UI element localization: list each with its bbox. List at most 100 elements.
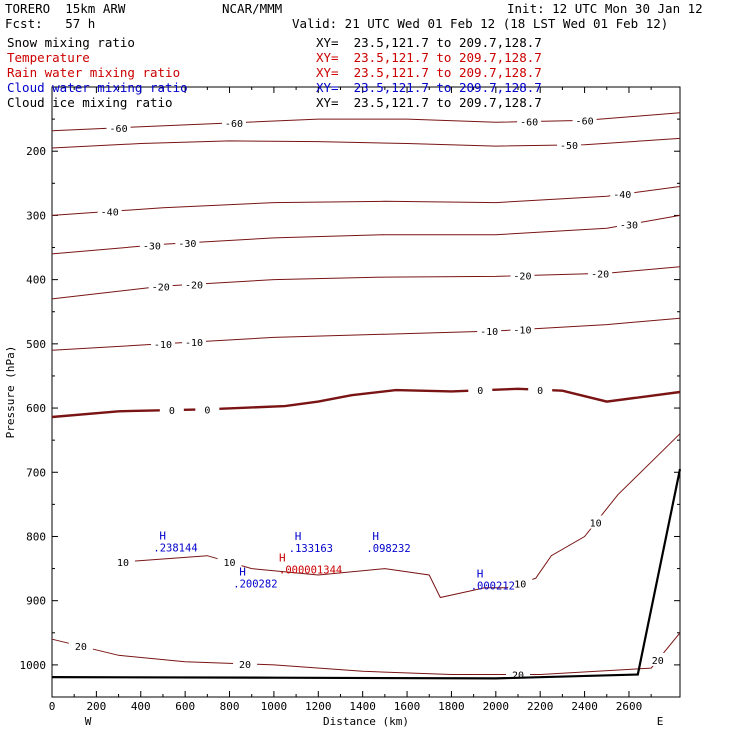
field-xy-snow: XY= 23.5,121.7 to 209.7,128.7 (316, 35, 542, 50)
temperature-contour-label: -30 (143, 241, 161, 252)
temperature-contour-label: -40 (101, 207, 119, 218)
field-xy-cloud-ice: XY= 23.5,121.7 to 209.7,128.7 (316, 95, 542, 110)
y-tick-label: 800 (26, 530, 46, 543)
contour-label-mask (572, 113, 597, 127)
x-tick-label: 0 (49, 700, 56, 713)
temperature-contour-label: 10 (514, 579, 526, 590)
y-tick-label: 600 (26, 402, 46, 415)
temperature-contour-label: -30 (620, 220, 638, 231)
x-tick-label: 2400 (571, 700, 598, 713)
cloud-water-max-marker: H (239, 565, 246, 578)
x-axis-label: Distance (km) (323, 715, 409, 728)
temperature-contour-label: 0 (537, 386, 543, 397)
contour-label-mask (557, 138, 582, 152)
temperature-contour-label: 10 (590, 519, 602, 530)
x-tick-label: 1800 (438, 700, 465, 713)
cloud-water-max-value: .133163 (289, 543, 333, 555)
rain-water-max-value: .000001344 (279, 564, 342, 576)
contour-label-mask (233, 656, 258, 670)
temperature-contour-label: 20 (652, 656, 664, 667)
contour-label-mask (583, 515, 608, 529)
contour-label-mask (111, 554, 136, 568)
temperature-contour-label: -60 (225, 119, 243, 130)
field-xy-rain: XY= 23.5,121.7 to 209.7,128.7 (316, 65, 542, 80)
temperature-contour-label: -20 (513, 272, 531, 283)
contour-label-mask (182, 277, 207, 291)
x-tick-label: 2000 (483, 700, 510, 713)
temperature-contour-line (51, 266, 681, 300)
x-tick-label: 1400 (349, 700, 376, 713)
header-center: NCAR/MMM (222, 1, 283, 16)
contour-label-mask (221, 115, 246, 129)
contour-label-mask (195, 402, 220, 416)
terrain-line (51, 468, 682, 680)
temperature-contour-label: -20 (152, 282, 170, 293)
contour-label-mask (517, 114, 542, 128)
temperature-contour-label: 20 (239, 660, 251, 671)
y-tick-label: 700 (26, 466, 46, 479)
cloud-water-max-value: .238144 (153, 543, 197, 555)
field-name-temperature: Temperature (7, 50, 90, 65)
temperature-contour-line (51, 317, 681, 351)
temperature-contour-label: 0 (204, 405, 210, 416)
x-tick-label: 1200 (305, 700, 332, 713)
header-fcst: Fcst: 57 h (5, 16, 96, 31)
temperature-contour-label: -10 (154, 340, 172, 351)
field-name-cloud-water: Cloud water mixing ratio (7, 80, 188, 95)
temperature-contour-label: 20 (75, 642, 87, 653)
contour-label-mask (182, 335, 207, 349)
temperature-contour-label: 20 (512, 671, 524, 682)
contour-label-mask (175, 235, 200, 249)
x-tick-label: 800 (220, 700, 240, 713)
temperature-contour-label: -30 (178, 239, 196, 250)
contour-label-mask (508, 576, 533, 590)
y-tick-label: 400 (26, 274, 46, 287)
y-tick-label: 300 (26, 209, 46, 222)
x-tick-label: 2200 (527, 700, 554, 713)
rain-water-max-marker: H (279, 551, 286, 564)
contour-label-mask (468, 383, 493, 397)
contour-label-mask (68, 639, 93, 653)
temperature-contour-label: 0 (169, 406, 175, 417)
field-name-snow: Snow mixing ratio (7, 35, 135, 50)
cloud-water-max-marker: H (295, 530, 302, 543)
temperature-contour-line (51, 186, 681, 216)
contour-label-mask (588, 266, 613, 280)
cloud-water-max-marker: H (159, 530, 166, 543)
field-name-rain: Rain water mixing ratio (7, 65, 181, 80)
contour-label-mask (148, 279, 173, 293)
contour-label-mask (610, 187, 635, 201)
x-end-label-east: E (657, 715, 664, 728)
x-tick-label: 200 (86, 700, 106, 713)
x-tick-label: 2600 (616, 700, 643, 713)
temperature-contour-label: -10 (185, 338, 203, 349)
field-name-cloud-ice: Cloud ice mixing ratio (7, 95, 173, 110)
temperature-contour-line (51, 112, 681, 132)
x-tick-label: 400 (131, 700, 151, 713)
field-xy-temperature: XY= 23.5,121.7 to 209.7,128.7 (316, 50, 542, 65)
contour-label-mask (616, 217, 641, 231)
temperature-contour-label: 10 (224, 558, 236, 569)
contour-label-mask (510, 268, 535, 282)
y-tick-label: 200 (26, 145, 46, 158)
field-xy-cloud-water: XY= 23.5,121.7 to 209.7,128.7 (316, 80, 542, 95)
header-init: Init: 12 UTC Mon 30 Jan 12 (507, 1, 703, 16)
contour-label-mask (159, 403, 184, 417)
temperature-contour-label: -20 (185, 280, 203, 291)
temperature-contour-label: -60 (520, 118, 538, 129)
y-axis-label: Pressure (hPa) (4, 346, 17, 439)
temperature-contour-label: -50 (560, 141, 578, 152)
temperature-contour-line (51, 387, 681, 419)
x-tick-label: 600 (175, 700, 195, 713)
plot-frame (51, 86, 681, 698)
y-tick-label: 500 (26, 338, 46, 351)
temperature-contour-label: -40 (613, 190, 631, 201)
cloud-water-max-value: .098232 (366, 543, 410, 555)
temperature-contour-label: -20 (591, 269, 609, 280)
temperature-contour-line (51, 632, 681, 675)
header-model: TORERO 15km ARW (5, 1, 126, 16)
contour-label-mask (150, 336, 175, 350)
contour-label-mask (477, 324, 502, 338)
contour-label-mask (528, 382, 553, 396)
